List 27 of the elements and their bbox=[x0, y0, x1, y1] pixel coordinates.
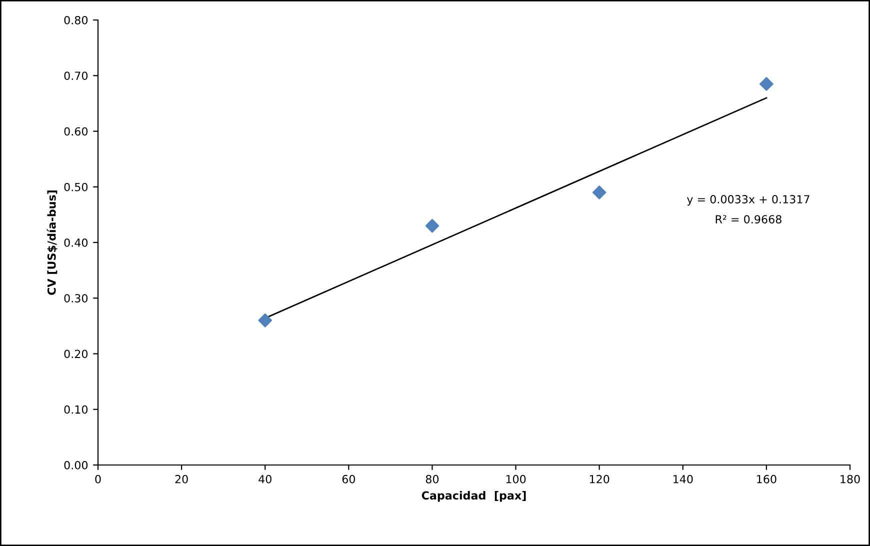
x-tick-label: 100 bbox=[506, 474, 526, 484]
x-tick-label: 80 bbox=[426, 474, 439, 484]
x-tick-label: 20 bbox=[175, 474, 188, 484]
y-tick-label: 0.40 bbox=[64, 238, 88, 247]
x-tick-label: 40 bbox=[258, 474, 272, 484]
x-axis-title: Capacidad [pax] bbox=[422, 491, 526, 502]
x-tick-label: 60 bbox=[342, 474, 355, 484]
x-tick-label: 120 bbox=[590, 474, 610, 484]
y-tick-label: 0.00 bbox=[64, 460, 88, 470]
y-tick-label: 0.30 bbox=[64, 294, 88, 303]
annotation: y = 0.0033x + 0.1317 bbox=[686, 195, 810, 206]
y-tick-label: 0.20 bbox=[64, 350, 88, 358]
y-tick-label: 0.80 bbox=[64, 16, 88, 24]
x-tick-label: 140 bbox=[674, 474, 693, 484]
point bbox=[258, 313, 272, 328]
annotation: R² = 0.9668 bbox=[716, 215, 782, 224]
x-tick-label: 0 bbox=[95, 474, 101, 484]
x-tick-label: 160 bbox=[757, 474, 776, 484]
y-axis-title: CV [US$/día-bus] bbox=[46, 190, 58, 295]
point bbox=[425, 218, 440, 233]
x-tick-label: 180 bbox=[840, 474, 860, 484]
y-tick-label: 0.50 bbox=[64, 182, 88, 192]
y-tick-label: 0.60 bbox=[64, 127, 88, 136]
y-tick-label: 0.70 bbox=[64, 72, 88, 80]
y-tick-label: 0.10 bbox=[64, 405, 88, 414]
point bbox=[760, 77, 774, 91]
point bbox=[592, 186, 606, 200]
